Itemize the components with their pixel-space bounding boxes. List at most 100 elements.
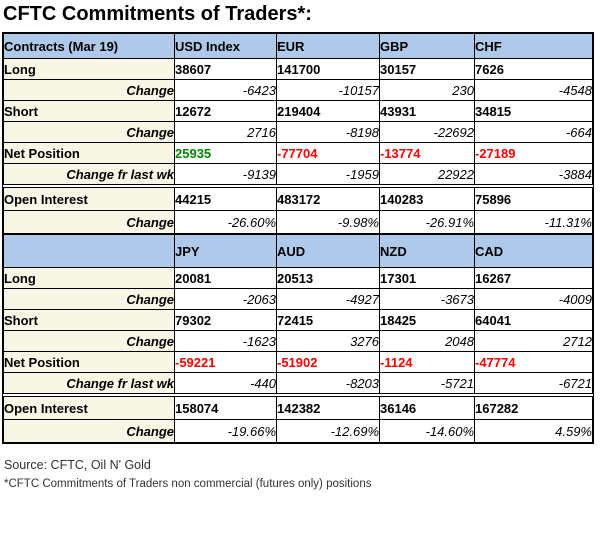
value-cell: 34815 <box>474 100 593 122</box>
net-position-value: 25935 <box>174 142 277 164</box>
column-header-jpy: JPY <box>174 234 277 268</box>
value-cell: 142382 <box>276 396 380 420</box>
net-change-week-row: Change fr last wk -9139 -1959 22922 -388… <box>3 163 593 185</box>
value-cell: -26.60% <box>174 210 277 234</box>
value-cell: 38607 <box>174 58 277 80</box>
value-cell: -9139 <box>174 163 277 185</box>
value-cell: 64041 <box>474 309 593 331</box>
column-header-contracts: Contracts (Mar 19) <box>3 33 175 59</box>
net-position-value: -77704 <box>276 142 380 164</box>
value-cell: 16267 <box>474 267 593 289</box>
row-label-change: Change <box>3 121 175 143</box>
header-row-second: JPY AUD NZD CAD <box>3 234 593 268</box>
row-label-long: Long <box>3 267 175 289</box>
row-label-change: Change <box>3 288 175 310</box>
value-cell: 483172 <box>276 187 380 211</box>
value-cell: 158074 <box>174 396 277 420</box>
column-header-chf: CHF <box>474 33 593 59</box>
net-position-row: Net Position 25935 -77704 -13774 -27189 <box>3 142 593 164</box>
value-cell: 7626 <box>474 58 593 80</box>
value-cell: -11.31% <box>474 210 593 234</box>
value-cell: -1623 <box>174 330 277 352</box>
value-cell: 2716 <box>174 121 277 143</box>
value-cell: 167282 <box>474 396 593 420</box>
value-cell: 2712 <box>474 330 593 352</box>
value-cell: 2048 <box>379 330 475 352</box>
row-label-change: Change <box>3 79 175 101</box>
value-cell: 22922 <box>379 163 475 185</box>
value-cell: 20513 <box>276 267 380 289</box>
row-label-change: Change <box>3 210 175 234</box>
value-cell: -5721 <box>379 372 475 394</box>
net-position-value: -51902 <box>276 351 380 373</box>
value-cell: -440 <box>174 372 277 394</box>
row-label-change-fr-last-wk: Change fr last wk <box>3 372 175 394</box>
page-title: CFTC Commitments of Traders*: <box>3 3 312 25</box>
short-change-row: Change 2716 -8198 -22692 -664 <box>3 121 593 143</box>
value-cell: -9.98% <box>276 210 380 234</box>
value-cell: -1959 <box>276 163 380 185</box>
net-position-value: -13774 <box>379 142 475 164</box>
value-cell: 12672 <box>174 100 277 122</box>
net-change-week-row: Change fr last wk -440 -8203 -5721 -6721 <box>3 372 593 394</box>
value-cell: 3276 <box>276 330 380 352</box>
footnote-text: *CFTC Commitments of Traders non commerc… <box>4 478 372 490</box>
value-cell: 30157 <box>379 58 475 80</box>
cot-tables-container: Contracts (Mar 19) USD Index EUR GBP CHF… <box>2 32 594 444</box>
value-cell: 141700 <box>276 58 380 80</box>
long-change-row: Change -2063 -4927 -3673 -4009 <box>3 288 593 310</box>
column-header-empty <box>3 234 175 268</box>
table-spacer <box>3 185 593 187</box>
value-cell: -664 <box>474 121 593 143</box>
row-label-net-position: Net Position <box>3 142 175 164</box>
header-row-majors: Contracts (Mar 19) USD Index EUR GBP CHF <box>3 33 593 59</box>
value-cell: -3884 <box>474 163 593 185</box>
cot-table-commodity-currencies: JPY AUD NZD CAD Long 20081 20513 17301 1… <box>3 234 593 394</box>
column-header-usd-index: USD Index <box>174 33 277 59</box>
net-position-value: -47774 <box>474 351 593 373</box>
value-cell: -26.91% <box>379 210 475 234</box>
value-cell: 219404 <box>276 100 380 122</box>
short-row: Short 79302 72415 18425 64041 <box>3 309 593 331</box>
value-cell: -4548 <box>474 79 593 101</box>
net-position-value: -27189 <box>474 142 593 164</box>
row-label-open-interest: Open Interest <box>3 396 175 420</box>
row-label-change: Change <box>3 330 175 352</box>
value-cell: -4009 <box>474 288 593 310</box>
value-cell: -12.69% <box>276 419 380 443</box>
column-header-aud: AUD <box>276 234 380 268</box>
value-cell: -10157 <box>276 79 380 101</box>
source-text: Source: CFTC, Oil N' Gold <box>4 458 151 472</box>
value-cell: 230 <box>379 79 475 101</box>
value-cell: 20081 <box>174 267 277 289</box>
long-row: Long 20081 20513 17301 16267 <box>3 267 593 289</box>
row-label-short: Short <box>3 100 175 122</box>
row-label-net-position: Net Position <box>3 351 175 373</box>
row-label-open-interest: Open Interest <box>3 187 175 211</box>
value-cell: -4927 <box>276 288 380 310</box>
cot-open-interest-table-commodity-currencies: Open Interest 158074 142382 36146 167282… <box>3 396 593 443</box>
value-cell: 43931 <box>379 100 475 122</box>
short-change-row: Change -1623 3276 2048 2712 <box>3 330 593 352</box>
row-label-change-fr-last-wk: Change fr last wk <box>3 163 175 185</box>
value-cell: 72415 <box>276 309 380 331</box>
long-change-row: Change -6423 -10157 230 -4548 <box>3 79 593 101</box>
row-label-long: Long <box>3 58 175 80</box>
row-label-change: Change <box>3 419 175 443</box>
column-header-gbp: GBP <box>379 33 475 59</box>
net-position-value: -1124 <box>379 351 475 373</box>
value-cell: 18425 <box>379 309 475 331</box>
value-cell: -14.60% <box>379 419 475 443</box>
row-label-short: Short <box>3 309 175 331</box>
cot-table-majors: Contracts (Mar 19) USD Index EUR GBP CHF… <box>3 33 593 185</box>
value-cell: 140283 <box>379 187 475 211</box>
net-position-value: -59221 <box>174 351 277 373</box>
column-header-nzd: NZD <box>379 234 475 268</box>
short-row: Short 12672 219404 43931 34815 <box>3 100 593 122</box>
value-cell: 79302 <box>174 309 277 331</box>
value-cell: 4.59% <box>474 419 593 443</box>
table-spacer <box>3 394 593 396</box>
value-cell: -8203 <box>276 372 380 394</box>
open-interest-change-row: Change -26.60% -9.98% -26.91% -11.31% <box>3 210 593 234</box>
column-header-eur: EUR <box>276 33 380 59</box>
